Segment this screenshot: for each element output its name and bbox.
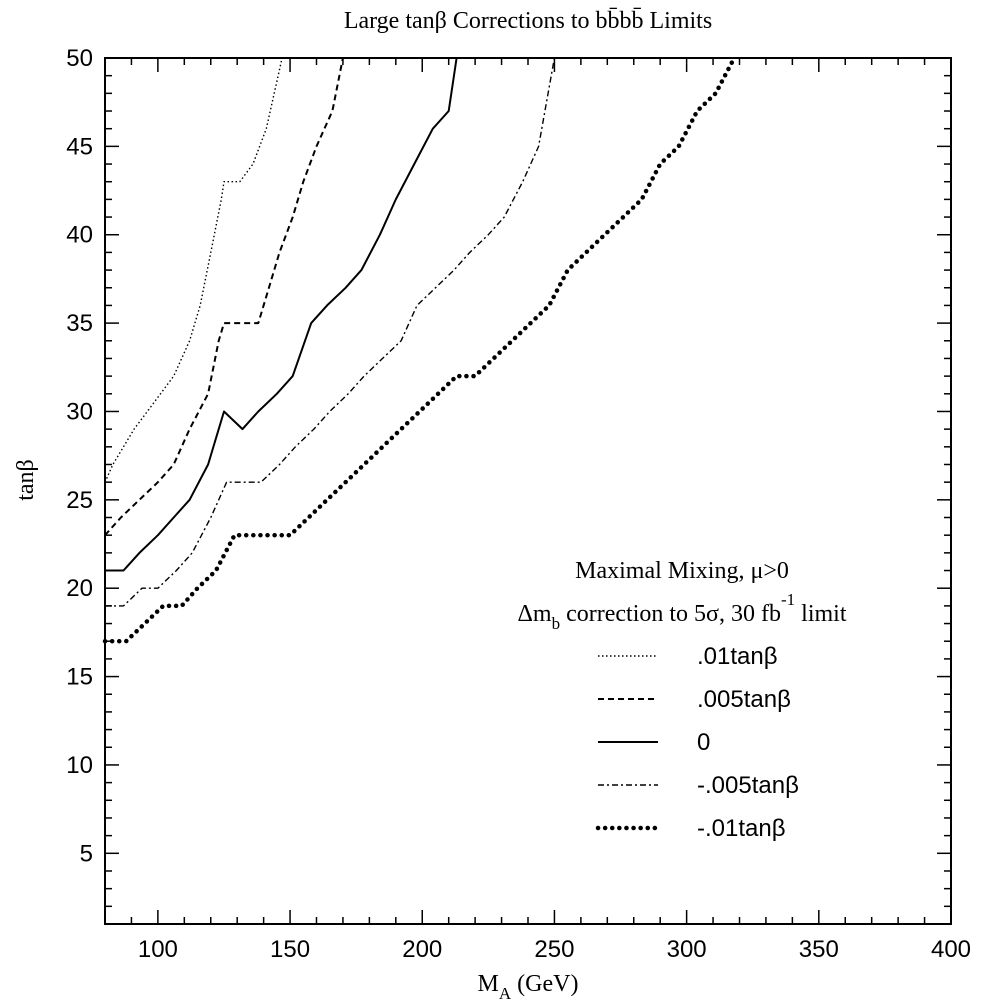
y-tick-label: 30 (66, 398, 93, 425)
x-tick-label: 100 (138, 936, 178, 963)
y-tick-label: 40 (66, 222, 93, 249)
series-line-4 (105, 57, 556, 607)
y-tick-label: 25 (66, 487, 93, 514)
legend-label-1: .01tanβ (697, 643, 778, 670)
legend-label-5: -.01tanβ (697, 815, 786, 842)
series-lines (102, 55, 737, 644)
legend-label-2: .005tanβ (697, 686, 791, 713)
x-tick-label: 300 (667, 936, 707, 963)
y-tick-label: 45 (66, 133, 93, 160)
x-tick-label: 350 (799, 936, 839, 963)
y-tick-label: 10 (66, 752, 93, 779)
legend-title-line-2: Δmb correction to 5σ, 30 fb-1 limit (518, 590, 847, 633)
x-tick-label: 200 (402, 936, 442, 963)
y-tick-label: 20 (66, 575, 93, 602)
chart-title: Large tanβ Corrections to bb̄bb̄ Limits (344, 8, 712, 34)
legend-title-line-1: Maximal Mixing, μ>0 (575, 558, 789, 584)
tick-labels: 100 150 200 250 300 350 400 5 10 15 20 25 30 35 40 45 50 (66, 45, 971, 963)
series-line-3 (105, 57, 458, 572)
legend: Maximal Mixing, μ>0 Δmb correction to 5σ… (518, 558, 847, 842)
y-axis-label: tanβ (13, 459, 39, 501)
plot-frame (104, 57, 952, 925)
x-tick-label: 400 (931, 936, 971, 963)
series-line-2 (104, 57, 351, 536)
legend-label-3: 0 (697, 729, 710, 756)
y-tick-label: 35 (66, 310, 93, 337)
y-tick-label: 50 (66, 45, 93, 72)
y-tick-label: 15 (66, 664, 93, 691)
x-axis-label: MA (GeV) (478, 971, 579, 1002)
x-tick-label: 250 (534, 936, 574, 963)
x-tick-label: 150 (270, 936, 310, 963)
axis-ticks (105, 58, 951, 924)
y-tick-label: 5 (80, 840, 93, 867)
legend-label-4: -.005tanβ (697, 772, 799, 799)
series-line-5 (102, 55, 737, 644)
series-line-1 (104, 57, 283, 483)
